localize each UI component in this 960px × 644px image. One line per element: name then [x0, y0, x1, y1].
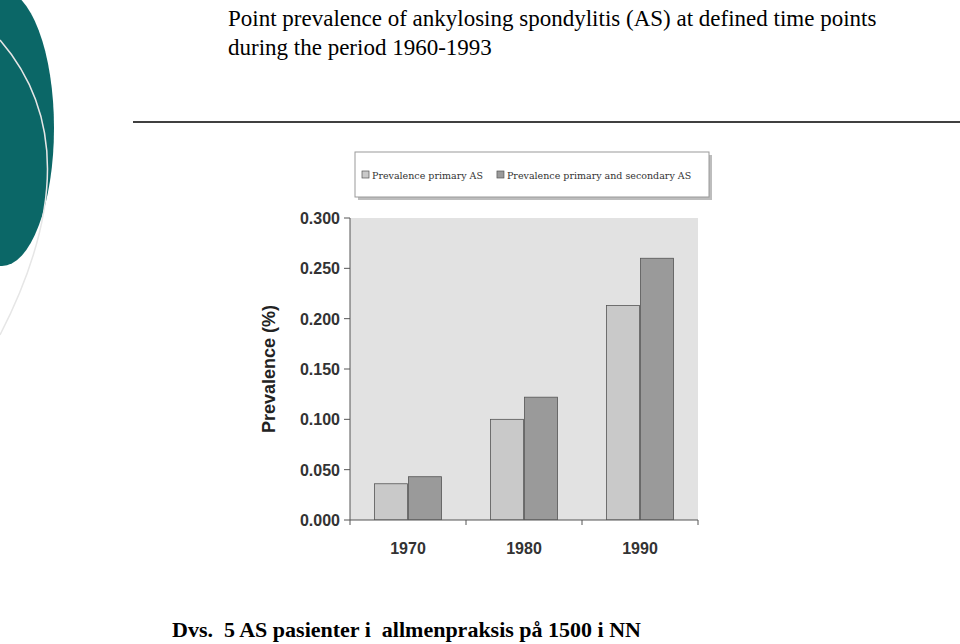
annotation: Dvs. 5 AS pasienter i allmenpraksis på 1… — [172, 617, 641, 642]
y-tick — [344, 469, 350, 470]
plot-background — [350, 218, 698, 520]
bar — [409, 477, 442, 520]
y-tick-label: 0.250 — [300, 260, 340, 277]
x-tick-label: 1970 — [390, 540, 426, 557]
y-tick-label: 0.000 — [300, 512, 340, 529]
legend-box — [355, 152, 709, 197]
legend: Prevalence primary AS Prevalence primary … — [355, 152, 712, 200]
bars — [375, 258, 674, 520]
y-tick-label: 0.200 — [300, 311, 340, 328]
bar — [525, 397, 558, 520]
title-rule — [133, 121, 960, 122]
legend-swatch — [497, 171, 504, 178]
legend-label: Prevalence primary and secondary AS — [507, 170, 691, 181]
x-tick-label: 1980 — [506, 540, 542, 557]
decor-crescent — [0, 0, 54, 266]
y-tick-label: 0.300 — [300, 210, 340, 227]
x-tick — [582, 520, 583, 525]
title: Point prevalence of ankylosing spondylit… — [228, 6, 876, 60]
bar — [607, 306, 640, 520]
x-tick — [350, 520, 351, 525]
title-line: Point prevalence of ankylosing spondylit… — [228, 6, 876, 31]
y-tick — [344, 218, 350, 219]
bar — [491, 419, 524, 520]
y-label: Prevalence (%) — [259, 305, 279, 433]
y-tick — [344, 419, 350, 420]
y-tick-label: 0.150 — [300, 361, 340, 378]
y-tick — [344, 520, 350, 521]
bar — [641, 258, 674, 520]
decor-arc — [0, 40, 48, 335]
y-tick — [344, 268, 350, 269]
title-line: during the period 1960-1993 — [228, 35, 492, 60]
x-tick — [466, 520, 467, 525]
y-tick — [344, 318, 350, 319]
x-tick — [698, 520, 699, 525]
legend-swatch — [362, 171, 369, 178]
x-tick-label: 1990 — [622, 540, 658, 557]
x-axis — [350, 520, 698, 521]
y-tick — [344, 369, 350, 370]
y-axis — [350, 218, 351, 520]
bar — [375, 484, 408, 520]
y-tick-label: 0.100 — [300, 411, 340, 428]
legend-label: Prevalence primary AS — [372, 170, 483, 181]
y-tick-label: 0.050 — [300, 462, 340, 479]
